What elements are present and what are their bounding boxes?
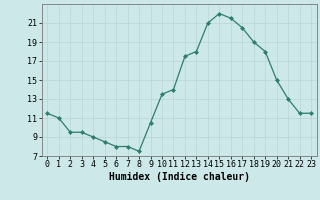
- X-axis label: Humidex (Indice chaleur): Humidex (Indice chaleur): [109, 172, 250, 182]
